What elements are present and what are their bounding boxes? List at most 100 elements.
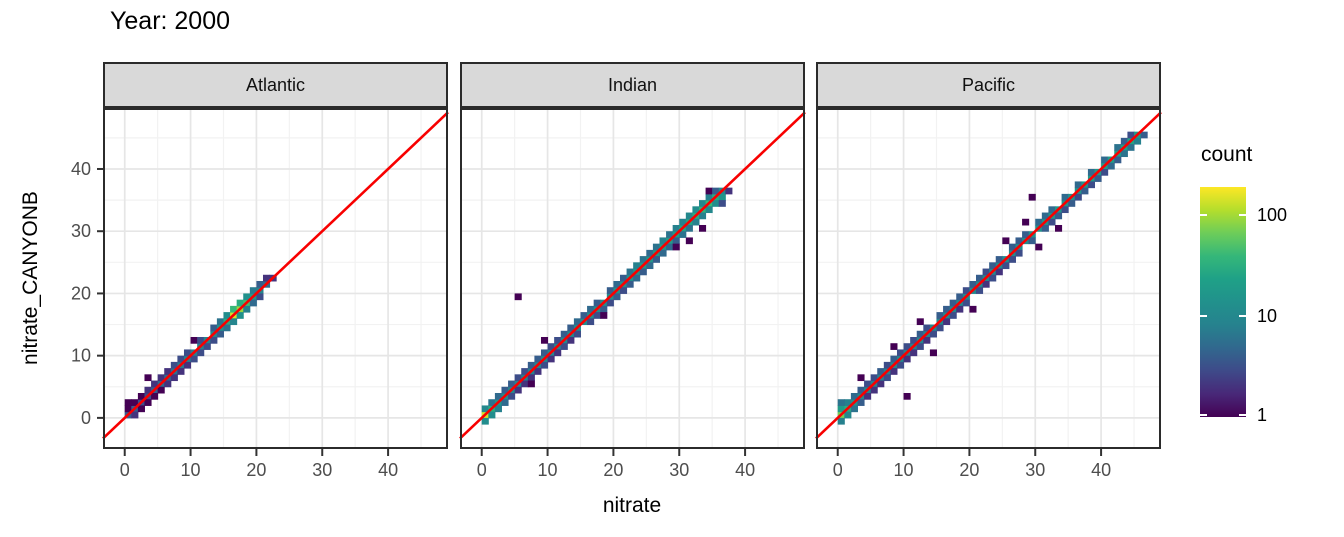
y-tick-label: 0: [81, 408, 91, 428]
bin: [1061, 193, 1069, 201]
bin: [573, 318, 581, 326]
bin: [249, 299, 257, 307]
bin: [903, 355, 911, 363]
bin: [164, 380, 172, 388]
legend-tick-mark: [1200, 315, 1207, 318]
bin: [956, 293, 964, 301]
bin: [508, 392, 516, 400]
bin: [969, 280, 977, 288]
bin: [956, 305, 964, 313]
bin: [850, 405, 858, 413]
bin: [1048, 218, 1056, 226]
bin: [547, 355, 555, 363]
bin: [501, 399, 509, 406]
bin: [1035, 218, 1043, 226]
bin: [718, 200, 726, 207]
y-tick-label: 10: [71, 346, 91, 366]
bin: [243, 293, 251, 301]
bin: [540, 361, 549, 369]
bin: [659, 249, 667, 257]
bin: [527, 380, 535, 388]
bin: [949, 312, 957, 319]
x-tick-label: 10: [894, 460, 914, 480]
bin: [210, 324, 218, 332]
bin: [929, 349, 937, 357]
bin: [1107, 162, 1115, 170]
facet-strip-label: Indian: [607, 74, 658, 95]
bin: [613, 280, 621, 288]
bin: [514, 386, 522, 394]
bin: [896, 361, 905, 369]
bin: [712, 187, 720, 195]
bin: [837, 405, 845, 413]
bin: [256, 293, 264, 301]
bin: [190, 336, 198, 344]
y-axis-title: nitrate_CANYONB: [19, 191, 42, 365]
bin: [1068, 200, 1076, 207]
bin: [560, 343, 568, 350]
bin: [995, 256, 1003, 263]
bin: [481, 405, 489, 413]
bin: [527, 361, 535, 369]
y-tick-label: 40: [71, 159, 91, 179]
bin: [619, 274, 628, 282]
bin: [488, 399, 496, 406]
x-tick-label: 10: [181, 460, 201, 480]
facet-strip-label: Pacific: [961, 74, 1015, 95]
facet-strip-indian: Indian: [460, 62, 805, 108]
bin: [857, 399, 865, 406]
panel-border: [103, 108, 448, 449]
bin: [989, 262, 997, 270]
bin: [151, 392, 159, 400]
bin: [144, 386, 152, 394]
x-axis-title: nitrate: [602, 494, 662, 517]
bin: [639, 256, 647, 263]
bin: [1048, 206, 1056, 214]
bin: [1081, 187, 1089, 195]
x-tick-label: 40: [735, 460, 755, 480]
plot-title: Year: 2000: [110, 7, 231, 35]
bin: [1008, 256, 1016, 263]
bin: [870, 374, 878, 382]
bin: [844, 399, 852, 406]
bin: [837, 399, 845, 406]
bin: [633, 262, 641, 270]
bin: [725, 187, 733, 195]
bin: [203, 343, 211, 350]
x-tick-label: 20: [246, 460, 266, 480]
bin: [1127, 144, 1135, 151]
bin: [183, 349, 192, 357]
x-tick-label: 0: [477, 460, 487, 480]
bin: [936, 312, 944, 319]
bin: [633, 274, 641, 282]
bin: [216, 330, 224, 338]
bin: [857, 386, 865, 394]
legend-tick-label: 100: [1257, 205, 1288, 226]
bin: [256, 280, 264, 288]
legend-title: count: [1201, 143, 1253, 166]
bin: [962, 299, 970, 307]
bin: [177, 368, 185, 375]
bin: [890, 368, 898, 375]
bin: [923, 324, 931, 332]
bin: [183, 361, 192, 369]
bin: [164, 368, 172, 375]
bin: [514, 293, 522, 301]
bin: [236, 312, 244, 319]
x-tick-label: 40: [1091, 460, 1111, 480]
bin: [124, 399, 132, 406]
bin: [989, 274, 997, 282]
bin: [666, 243, 674, 251]
bin: [646, 262, 654, 270]
bin: [197, 349, 205, 357]
bin: [1015, 237, 1023, 245]
bin: [1041, 212, 1049, 220]
bin: [705, 206, 713, 214]
bin: [521, 368, 529, 375]
bin: [896, 349, 905, 357]
bin: [1054, 212, 1063, 220]
panel-pacific: 0 10 20 30 40: [815, 108, 1162, 480]
bin: [692, 206, 700, 214]
y-tick-label: 20: [71, 283, 91, 303]
